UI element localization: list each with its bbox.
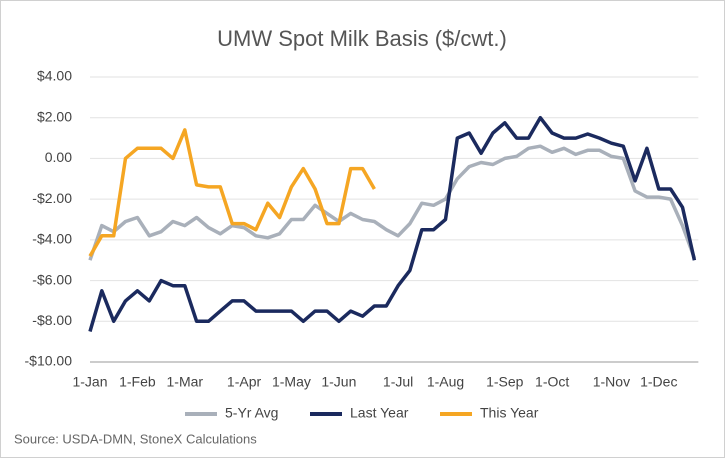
series-line (88, 115, 697, 332)
y-tick-label: -$8.00 (32, 312, 72, 328)
x-tick-label: 1-Aug (427, 374, 464, 390)
legend-label: This Year (480, 405, 539, 421)
x-tick-label: 1-Mar (167, 374, 204, 390)
x-tick-label: 1-Nov (593, 374, 630, 390)
x-tick-label: 1-Oct (535, 374, 569, 390)
x-tick-label: 1-Jun (321, 374, 356, 390)
x-tick-label: 1-Feb (119, 374, 156, 390)
legend-label: Last Year (350, 405, 409, 421)
x-tick-label: 1-Jan (72, 374, 107, 390)
x-tick-label: 1-May (272, 374, 311, 390)
y-tick-label: $4.00 (37, 68, 72, 84)
x-tick-label: 1-Sep (486, 374, 524, 390)
series-line (88, 144, 697, 261)
y-tick-label: -$6.00 (32, 271, 72, 287)
x-tick-label: 1-Apr (227, 374, 262, 390)
y-tick-label: 0.00 (45, 149, 72, 165)
y-tick-label: $2.00 (37, 108, 72, 124)
chart-title: UMW Spot Milk Basis ($/cwt.) (217, 26, 507, 51)
y-tick-label: -$10.00 (25, 353, 73, 369)
y-tick-label: -$2.00 (32, 190, 72, 206)
series-line (88, 128, 376, 257)
x-tick-label: 1-Jul (383, 374, 413, 390)
y-tick-label: -$4.00 (32, 231, 72, 247)
legend-label: 5-Yr Avg (225, 405, 278, 421)
x-tick-label: 1-Dec (640, 374, 677, 390)
source: Source: USDA-DMN, StoneX Calculations (14, 431, 257, 446)
